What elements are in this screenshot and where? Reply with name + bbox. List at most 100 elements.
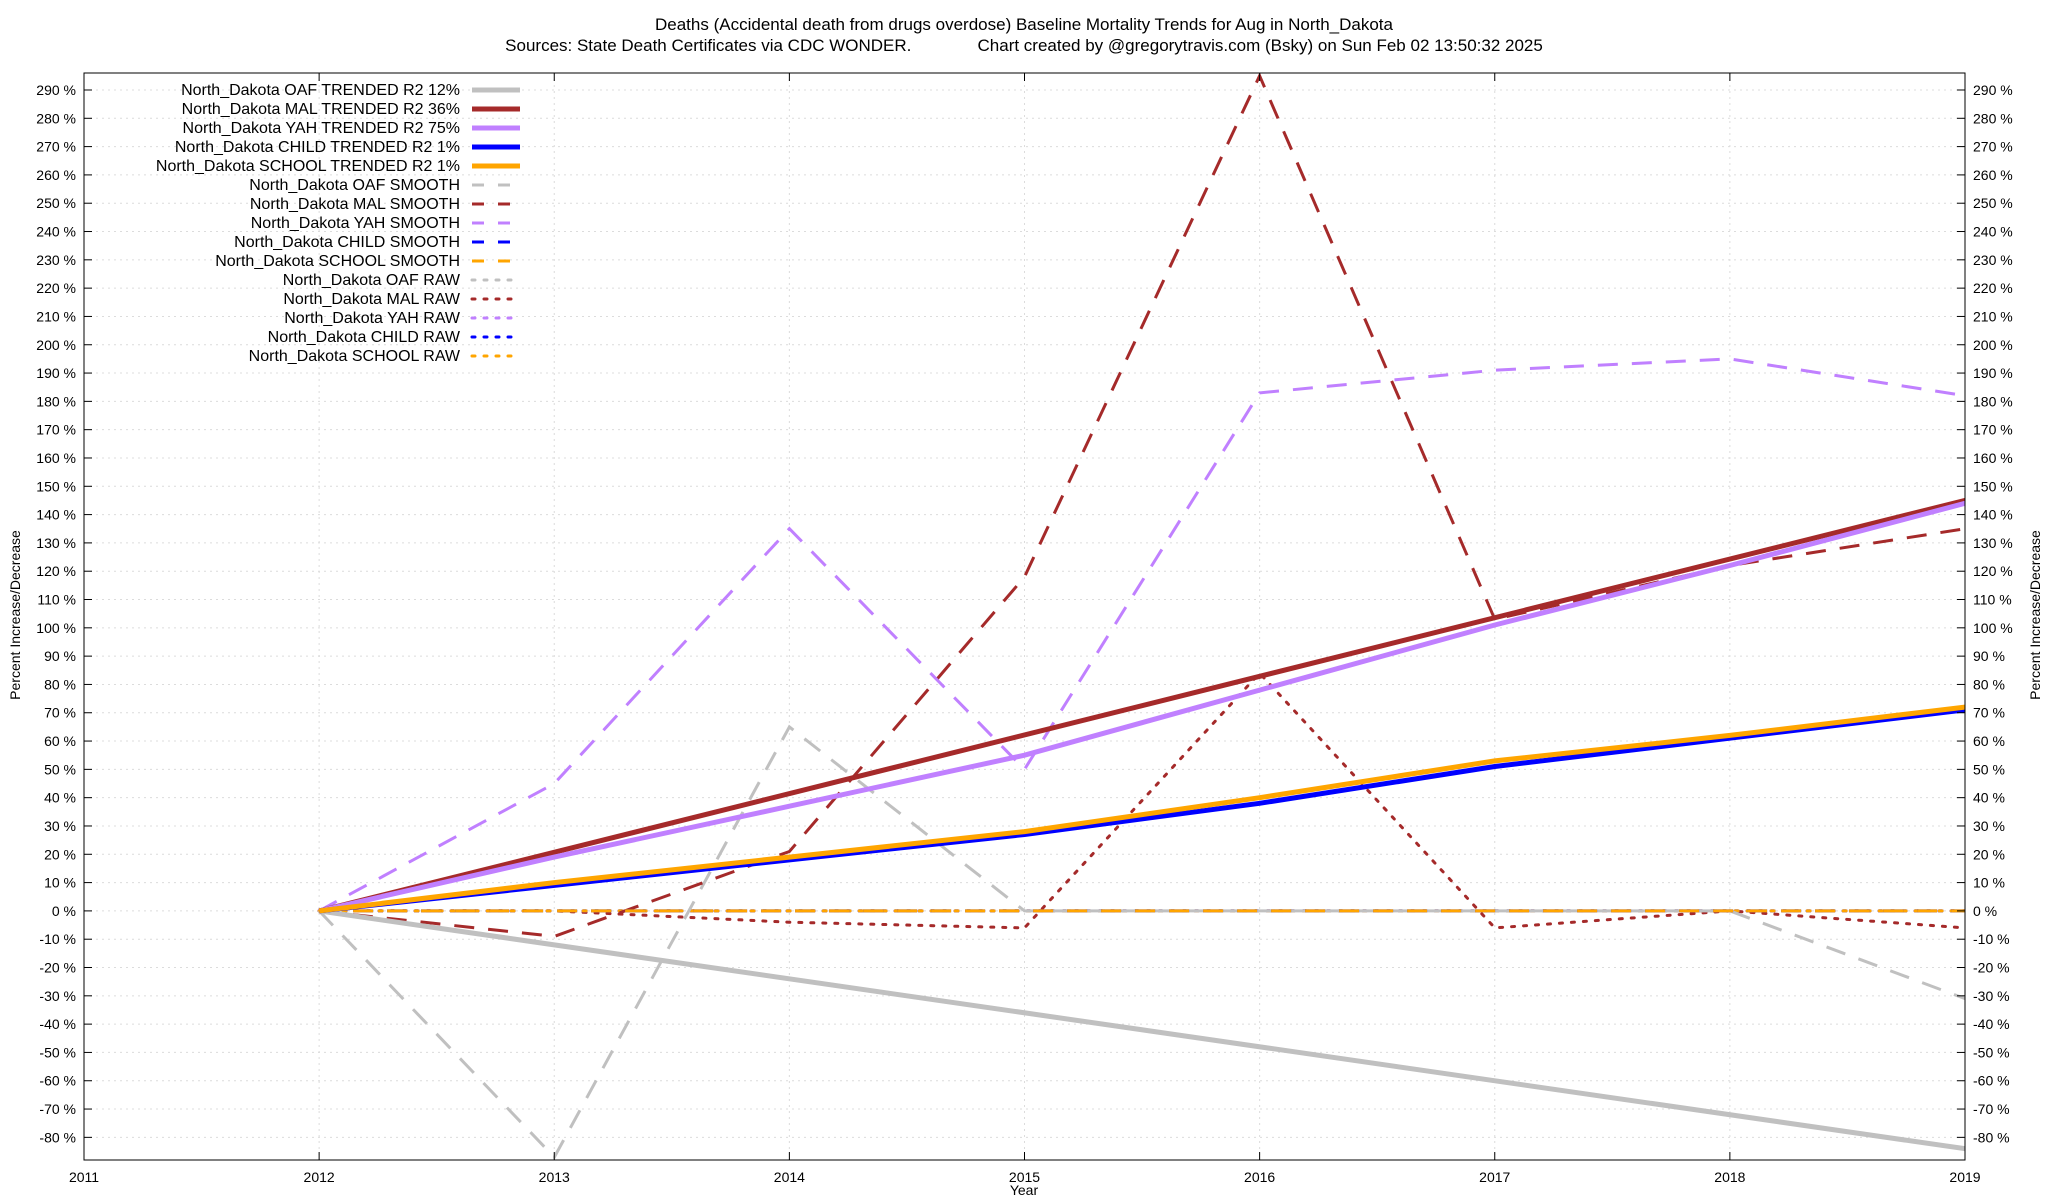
y-tick-label-right: 240 % bbox=[1973, 224, 2013, 240]
y-tick-label-right: 120 % bbox=[1973, 563, 2013, 579]
y-tick-label-right: -60 % bbox=[1973, 1073, 2010, 1089]
legend-label: North_Dakota OAF SMOOTH bbox=[249, 177, 460, 194]
y-tick-label-right: -80 % bbox=[1973, 1129, 2010, 1145]
y-tick-label-right: -20 % bbox=[1973, 960, 2010, 976]
y-tick-label-left: 70 % bbox=[44, 705, 76, 721]
x-tick-label: 2015 bbox=[1009, 1169, 1040, 1185]
y-tick-label-left: -30 % bbox=[39, 988, 76, 1004]
y-tick-label-right: 100 % bbox=[1973, 620, 2013, 636]
x-tick-label: 2018 bbox=[1714, 1169, 1745, 1185]
series-line-1 bbox=[318, 497, 1965, 914]
y-tick-label-left: 30 % bbox=[44, 818, 76, 834]
legend-label: North_Dakota SCHOOL TRENDED R2 1% bbox=[156, 158, 460, 175]
y-tick-label-left: 110 % bbox=[37, 592, 76, 608]
y-tick-label-right: 220 % bbox=[1973, 280, 2013, 296]
y-tick-label-left: 220 % bbox=[36, 280, 76, 296]
x-axis-label: Year bbox=[1010, 1182, 1039, 1198]
series-line-5 bbox=[318, 724, 1965, 1160]
y-tick-label-right: 20 % bbox=[1973, 846, 2005, 862]
legend-label: North_Dakota YAH SMOOTH bbox=[251, 215, 460, 232]
series-line-2 bbox=[318, 500, 1965, 914]
y-axis-label-left: Percent Increase/Decrease bbox=[7, 530, 23, 700]
x-tick-label: 2017 bbox=[1479, 1169, 1510, 1185]
legend-label: North_Dakota OAF TRENDED R2 12% bbox=[181, 82, 460, 99]
series-line-3 bbox=[318, 707, 1965, 914]
y-tick-label-left: 20 % bbox=[44, 846, 76, 862]
y-tick-label-right: 290 % bbox=[1973, 82, 2013, 98]
legend-label: North_Dakota MAL SMOOTH bbox=[250, 196, 460, 213]
y-tick-label-left: 130 % bbox=[36, 535, 76, 551]
y-tick-label-left: 260 % bbox=[36, 167, 76, 183]
y-tick-label-right: 210 % bbox=[1973, 308, 2013, 324]
y-tick-label-left: 10 % bbox=[44, 875, 76, 891]
y-tick-label-left: 250 % bbox=[36, 195, 76, 211]
y-tick-label-left: 80 % bbox=[44, 676, 76, 692]
y-tick-label-left: 280 % bbox=[36, 110, 76, 126]
y-tick-label-right: -10 % bbox=[1973, 931, 2010, 947]
y-tick-label-left: 290 % bbox=[36, 82, 76, 98]
y-tick-label-right: -30 % bbox=[1973, 988, 2010, 1004]
x-tick-label: 2014 bbox=[774, 1169, 805, 1185]
y-tick-label-right: 200 % bbox=[1973, 337, 2013, 353]
axis-ticks: -80 % -80 % -70 % -70 % -60 % -60 % -50 % -50 %… bbox=[36, 73, 2013, 1185]
y-tick-label-left: 180 % bbox=[36, 393, 76, 409]
y-tick-label-left: 0 % bbox=[52, 903, 76, 919]
y-tick-label-right: 90 % bbox=[1973, 648, 2005, 664]
legend-label: North_Dakota OAF RAW bbox=[283, 272, 461, 289]
y-tick-label-right: 280 % bbox=[1973, 110, 2013, 126]
x-tick-label: 2019 bbox=[1949, 1169, 1980, 1185]
legend-label: North_Dakota YAH RAW bbox=[284, 310, 461, 327]
y-tick-label-right: 260 % bbox=[1973, 167, 2013, 183]
y-tick-label-right: 110 % bbox=[1973, 592, 2012, 608]
y-tick-label-right: 0 % bbox=[1973, 903, 1997, 919]
y-tick-label-right: 10 % bbox=[1973, 875, 2005, 891]
series-line-0 bbox=[318, 908, 1965, 1152]
y-tick-label-right: 180 % bbox=[1973, 393, 2013, 409]
y-tick-label-left: 170 % bbox=[36, 422, 76, 438]
y-tick-label-right: 160 % bbox=[1973, 450, 2013, 466]
y-tick-label-left: 50 % bbox=[44, 761, 76, 777]
y-tick-label-left: 200 % bbox=[36, 337, 76, 353]
x-tick-label: 2012 bbox=[304, 1169, 335, 1185]
y-tick-label-left: 190 % bbox=[36, 365, 76, 381]
y-tick-label-right: 70 % bbox=[1973, 705, 2005, 721]
legend-label: North_Dakota CHILD RAW bbox=[268, 329, 461, 346]
chart-title: Deaths (Accidental death from drugs over… bbox=[655, 15, 1394, 34]
series-lines bbox=[317, 73, 1965, 1160]
y-tick-label-right: 40 % bbox=[1973, 790, 2005, 806]
series-line-4 bbox=[318, 704, 1965, 914]
y-tick-label-left: 240 % bbox=[36, 224, 76, 240]
y-tick-label-left: -40 % bbox=[39, 1016, 76, 1032]
legend-label: North_Dakota SCHOOL RAW bbox=[249, 348, 461, 365]
series-line-7 bbox=[318, 357, 1965, 913]
y-tick-label-right: 30 % bbox=[1973, 818, 2005, 834]
y-tick-label-left: 210 % bbox=[36, 308, 76, 324]
y-tick-label-right: 170 % bbox=[1973, 422, 2013, 438]
y-tick-label-left: 140 % bbox=[36, 507, 76, 523]
legend-label: North_Dakota YAH TRENDED R2 75% bbox=[183, 120, 460, 137]
y-tick-label-left: 150 % bbox=[36, 478, 76, 494]
y-tick-label-left: 90 % bbox=[44, 648, 76, 664]
x-tick-label: 2011 bbox=[69, 1169, 99, 1185]
x-tick-label: 2016 bbox=[1244, 1169, 1275, 1185]
y-tick-label-right: 140 % bbox=[1973, 507, 2013, 523]
legend-label: North_Dakota CHILD SMOOTH bbox=[234, 234, 460, 251]
y-tick-label-left: -10 % bbox=[39, 931, 76, 947]
y-tick-label-left: 270 % bbox=[36, 139, 76, 155]
legend-label: North_Dakota MAL TRENDED R2 36% bbox=[182, 101, 460, 118]
legend: North_Dakota OAF TRENDED R2 12% North_Dak… bbox=[156, 82, 522, 365]
y-tick-label-left: 100 % bbox=[36, 620, 76, 636]
series-line-11 bbox=[317, 670, 1965, 930]
y-tick-label-right: 60 % bbox=[1973, 733, 2005, 749]
y-tick-label-left: 120 % bbox=[36, 563, 76, 579]
y-tick-label-right: 190 % bbox=[1973, 365, 2013, 381]
y-tick-label-right: 130 % bbox=[1973, 535, 2013, 551]
y-tick-label-left: -20 % bbox=[39, 960, 76, 976]
y-tick-label-left: 160 % bbox=[36, 450, 76, 466]
y-tick-label-right: 230 % bbox=[1973, 252, 2013, 268]
legend-label: North_Dakota SCHOOL SMOOTH bbox=[215, 253, 460, 270]
y-tick-label-left: -70 % bbox=[39, 1101, 76, 1117]
y-tick-label-right: -70 % bbox=[1973, 1101, 2010, 1117]
